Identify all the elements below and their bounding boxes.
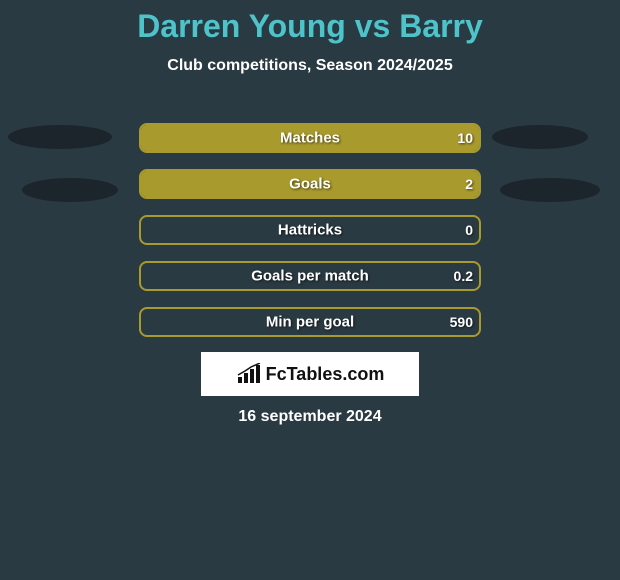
shadow-oval-left-1 xyxy=(8,125,112,149)
page-subtitle: Club competitions, Season 2024/2025 xyxy=(0,57,620,75)
stat-label: Matches xyxy=(280,130,340,147)
page-title: Darren Young vs Barry xyxy=(0,0,620,45)
brand-text: FcTables.com xyxy=(266,364,385,385)
brand-box: FcTables.com xyxy=(201,352,419,396)
shadow-oval-right-2 xyxy=(500,178,600,202)
stat-row-goals-per-match: Goals per match 0.2 xyxy=(139,261,481,291)
stat-value-right: 2 xyxy=(465,176,473,192)
stat-label: Hattricks xyxy=(278,222,342,239)
bar-chart-icon xyxy=(236,363,262,385)
stat-value-right: 590 xyxy=(450,314,473,330)
stats-bars: Matches 10 Goals 2 Hattricks 0 Goals per… xyxy=(139,123,481,353)
stat-value-right: 10 xyxy=(457,130,473,146)
stat-row-goals: Goals 2 xyxy=(139,169,481,199)
stat-label: Min per goal xyxy=(266,314,354,331)
stat-row-min-per-goal: Min per goal 590 xyxy=(139,307,481,337)
shadow-oval-right-1 xyxy=(492,125,588,149)
stat-label: Goals xyxy=(289,176,331,193)
stat-row-hattricks: Hattricks 0 xyxy=(139,215,481,245)
footer-date: 16 september 2024 xyxy=(238,408,381,426)
stat-label: Goals per match xyxy=(251,268,369,285)
stat-value-right: 0.2 xyxy=(454,268,473,284)
shadow-oval-left-2 xyxy=(22,178,118,202)
stat-value-right: 0 xyxy=(465,222,473,238)
stat-row-matches: Matches 10 xyxy=(139,123,481,153)
